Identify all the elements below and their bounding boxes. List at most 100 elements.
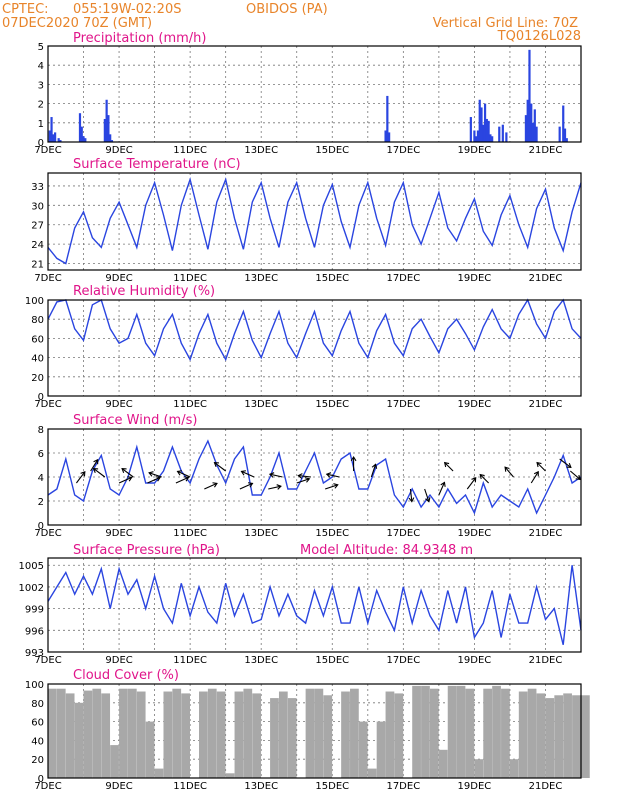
cloud-bar xyxy=(492,685,501,778)
precip-bar xyxy=(105,99,108,142)
wind-arrow xyxy=(438,481,446,496)
header: CPTEC: 055:19W-02:20S OBIDOS (PA) 07DEC2… xyxy=(2,2,581,558)
wind-arrow-head xyxy=(247,482,254,488)
y-tick-label: 2 xyxy=(38,100,44,111)
wind-arrow xyxy=(504,466,514,478)
y-tick-label: 2 xyxy=(38,497,44,508)
wind-arrow-head xyxy=(479,473,485,480)
cloud-bar xyxy=(581,695,590,778)
y-tick-label: 21 xyxy=(31,260,44,271)
wind-arrow-head xyxy=(304,477,311,483)
cloud-bar xyxy=(127,688,137,778)
x-date-label: 7DEC xyxy=(34,781,61,792)
x-date-label: 15DEC xyxy=(315,399,349,410)
cloud-bar xyxy=(376,721,386,778)
temperature-panel: 21 24 27 30 33 7DEC 9DEC 11DEC 13DEC 15DEC 17DEC 19… xyxy=(31,172,582,284)
precip-bar xyxy=(558,126,561,142)
cloud-bar xyxy=(225,773,235,778)
y-tick-label: 8 xyxy=(38,425,44,436)
y-tick-label: 80 xyxy=(31,699,44,710)
model-code-label: TQ0126L028 xyxy=(497,29,581,44)
cloud-bar xyxy=(234,691,244,778)
x-date-label: 21DEC xyxy=(529,273,563,284)
y-tick-label: 6 xyxy=(38,449,44,460)
wind-arrow xyxy=(350,455,357,471)
x-date-label: 17DEC xyxy=(386,781,420,792)
cloud-bar xyxy=(572,695,581,778)
cloud-bar xyxy=(545,698,555,778)
wind-arrow-head xyxy=(371,463,378,469)
y-tick-label: 20 xyxy=(31,373,44,384)
x-date-label: 17DEC xyxy=(386,655,420,666)
precip-bar xyxy=(469,117,472,142)
wind-arrow xyxy=(370,463,378,478)
wind-arrow xyxy=(147,476,162,484)
x-date-label: 21DEC xyxy=(529,399,563,410)
precip-bar xyxy=(535,126,538,142)
cloud-bar xyxy=(154,768,164,778)
wind-arrow xyxy=(175,476,190,484)
cloud-bar xyxy=(65,693,75,778)
y-tick-label: 5 xyxy=(38,42,44,53)
precip-bar xyxy=(103,118,106,142)
y-tick-label: 999 xyxy=(25,605,44,616)
y-tick-label: 100 xyxy=(25,680,44,691)
x-date-label: 11DEC xyxy=(173,273,207,284)
cloud-bar xyxy=(119,688,128,778)
y-tick-label: 60 xyxy=(31,718,44,729)
grid-line-label: Vertical Grid Line: 70Z xyxy=(433,16,578,31)
wind-arrow xyxy=(213,461,226,472)
station-label: OBIDOS (PA) xyxy=(246,2,328,17)
x-date-label: 9DEC xyxy=(105,145,132,156)
wind-frame xyxy=(47,428,582,526)
precip-bar xyxy=(82,136,85,142)
y-tick-label: 993 xyxy=(25,648,44,659)
precipitation-title: Precipitation (mm/h) xyxy=(73,31,206,46)
wind-arrow-head xyxy=(155,476,162,482)
x-date-label: 19DEC xyxy=(458,781,492,792)
y-tick-label: 20 xyxy=(31,755,44,766)
y-tick-label: 4 xyxy=(38,473,44,484)
temperature-title: Surface Temperature (nC) xyxy=(73,157,241,172)
cloud-bar xyxy=(305,688,315,778)
wind-arrow-shaft xyxy=(268,485,282,490)
init-time-label: 07DEC2020 70Z (GMT) xyxy=(2,16,152,31)
y-tick-label: 4 xyxy=(38,61,44,72)
cloud-bar xyxy=(474,759,484,778)
precip-bar xyxy=(480,107,483,142)
cloud-bar xyxy=(447,685,457,778)
cloud-bar xyxy=(536,693,546,778)
wind-arrow xyxy=(90,458,99,472)
coords-label: 055:19W-02:20S xyxy=(73,2,181,17)
humidity-series-line xyxy=(47,298,582,362)
x-date-label: 21DEC xyxy=(529,528,563,539)
cloud-bar xyxy=(83,690,93,778)
wind-arrow xyxy=(479,473,490,484)
cloud-bar xyxy=(110,745,119,778)
cloud-bar xyxy=(145,721,155,778)
wind-arrow-head xyxy=(240,470,247,476)
x-date-label: 9DEC xyxy=(105,399,132,410)
y-tick-label: 0 xyxy=(38,392,44,403)
precip-bar xyxy=(533,109,536,142)
precip-bar xyxy=(50,117,53,142)
cloud-bar xyxy=(341,691,350,778)
wind-arrow-shaft xyxy=(204,482,218,490)
x-date-label: 21DEC xyxy=(529,145,563,156)
precip-bar xyxy=(388,132,391,142)
wind-arrow xyxy=(118,476,133,484)
wind-arrow xyxy=(559,458,572,469)
cloud-bar xyxy=(456,685,466,778)
cloud-bar xyxy=(136,691,146,778)
precip-bar xyxy=(54,132,57,142)
wind-arrow xyxy=(325,472,340,478)
precipitation-frame xyxy=(47,45,582,143)
precip-bar xyxy=(485,118,488,142)
cloud-bar xyxy=(385,691,395,778)
x-date-label: 19DEC xyxy=(458,528,492,539)
precip-bar xyxy=(487,120,490,142)
cloud-bar xyxy=(243,688,253,778)
y-tick-label: 27 xyxy=(31,221,44,232)
x-date-label: 7DEC xyxy=(34,273,61,284)
